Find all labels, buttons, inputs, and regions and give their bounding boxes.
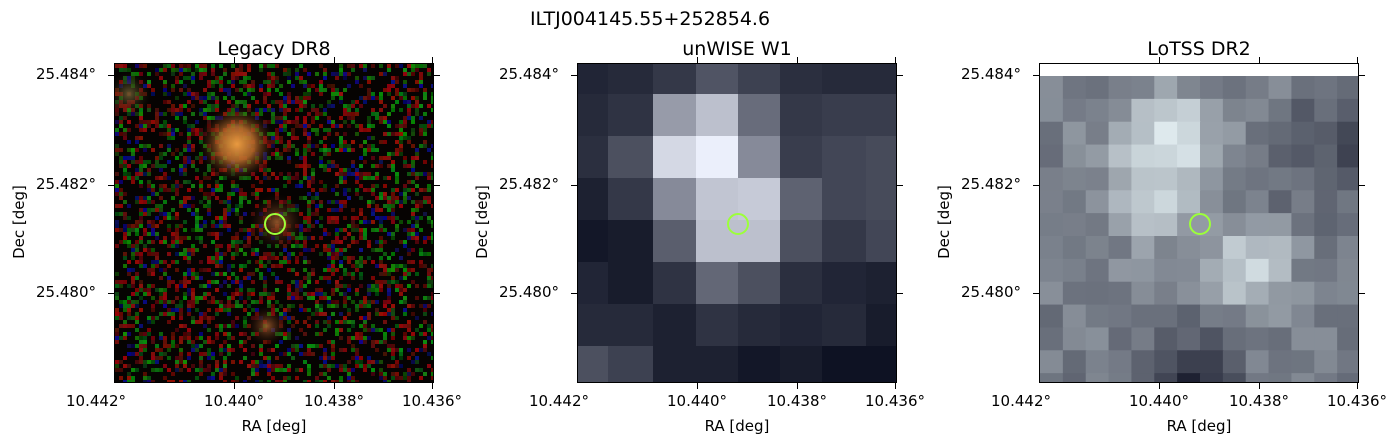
x-tick-mark	[895, 57, 896, 63]
y-axis-label: Dec [deg]	[935, 185, 953, 259]
y-axis-label: Dec [deg]	[10, 185, 28, 259]
y-tick-mark	[897, 293, 903, 294]
target-marker	[264, 213, 286, 235]
x-tick-mark	[334, 383, 335, 389]
x-tick-mark	[432, 57, 433, 63]
source-blob	[199, 106, 275, 182]
x-tick-10438: 10.438°	[304, 392, 364, 410]
lotss-dr2-image	[1039, 63, 1359, 383]
y-tick-mark	[1359, 293, 1365, 294]
source-blob	[115, 72, 151, 116]
y-tick-mark	[108, 293, 114, 294]
panel-title-lotss: LoTSS DR2	[1147, 38, 1251, 60]
x-tick-mark	[432, 383, 433, 389]
x-tick-10442: 10.442°	[529, 392, 589, 410]
y-tick-mark	[571, 293, 577, 294]
x-tick-10440: 10.440°	[204, 392, 264, 410]
x-tick-10438: 10.438°	[767, 392, 827, 410]
x-tick-mark	[797, 57, 798, 63]
x-tick-mark	[797, 383, 798, 389]
x-tick-10436: 10.436°	[865, 392, 925, 410]
y-tick-mark	[897, 185, 903, 186]
x-axis-label: RA [deg]	[1166, 417, 1232, 435]
y-tick-mark	[434, 293, 440, 294]
y-tick-mark	[897, 75, 903, 76]
unwise-pixel-image	[578, 64, 896, 382]
x-tick-mark	[1357, 383, 1358, 389]
source-blob	[247, 306, 287, 346]
y-tick-25480: 25.480°	[36, 283, 96, 301]
figure-title: ILTJ004145.55+252854.6	[529, 8, 771, 30]
y-tick-25482: 25.482°	[961, 175, 1021, 193]
x-tick-mark	[697, 383, 698, 389]
y-tick-mark	[108, 75, 114, 76]
x-tick-mark	[697, 57, 698, 63]
x-axis-label: RA [deg]	[704, 417, 770, 435]
source-blob	[249, 194, 305, 250]
panel-title-legacy: Legacy DR8	[217, 38, 331, 60]
x-tick-mark	[895, 383, 896, 389]
legacy-dr8-image	[114, 63, 434, 383]
x-tick-10440: 10.440°	[1129, 392, 1189, 410]
y-tick-mark	[1359, 185, 1365, 186]
x-tick-mark	[234, 383, 235, 389]
x-tick-10442: 10.442°	[991, 392, 1051, 410]
x-tick-mark	[1357, 57, 1358, 63]
x-tick-mark	[1259, 383, 1260, 389]
y-tick-mark	[1033, 75, 1039, 76]
target-marker	[1189, 213, 1211, 235]
x-tick-mark	[1159, 57, 1160, 63]
panel-title-unwise: unWISE W1	[682, 38, 792, 60]
x-tick-10436: 10.436°	[1327, 392, 1387, 410]
y-tick-mark	[434, 185, 440, 186]
y-tick-25484: 25.484°	[499, 65, 559, 83]
y-axis-label: Dec [deg]	[473, 185, 491, 259]
x-tick-mark	[1159, 383, 1160, 389]
y-tick-mark	[571, 75, 577, 76]
target-marker	[727, 213, 749, 235]
y-tick-mark	[1033, 185, 1039, 186]
y-tick-25484: 25.484°	[36, 65, 96, 83]
y-tick-mark	[1033, 293, 1039, 294]
y-tick-mark	[571, 185, 577, 186]
x-tick-mark	[234, 57, 235, 63]
x-tick-10442: 10.442°	[66, 392, 126, 410]
y-tick-mark	[108, 185, 114, 186]
y-tick-25480: 25.480°	[961, 283, 1021, 301]
x-tick-10440: 10.440°	[667, 392, 727, 410]
y-tick-25480: 25.480°	[499, 283, 559, 301]
legacy-noise-image	[115, 64, 433, 382]
x-tick-10438: 10.438°	[1229, 392, 1289, 410]
x-tick-mark	[334, 57, 335, 63]
x-axis-label: RA [deg]	[241, 417, 307, 435]
y-tick-25482: 25.482°	[499, 175, 559, 193]
y-tick-mark	[1359, 75, 1365, 76]
x-tick-10436: 10.436°	[402, 392, 462, 410]
y-tick-mark	[434, 75, 440, 76]
y-tick-25482: 25.482°	[36, 175, 96, 193]
unwise-w1-image	[577, 63, 897, 383]
lotss-pixel-image	[1040, 64, 1358, 382]
x-tick-mark	[1259, 57, 1260, 63]
y-tick-25484: 25.484°	[961, 65, 1021, 83]
